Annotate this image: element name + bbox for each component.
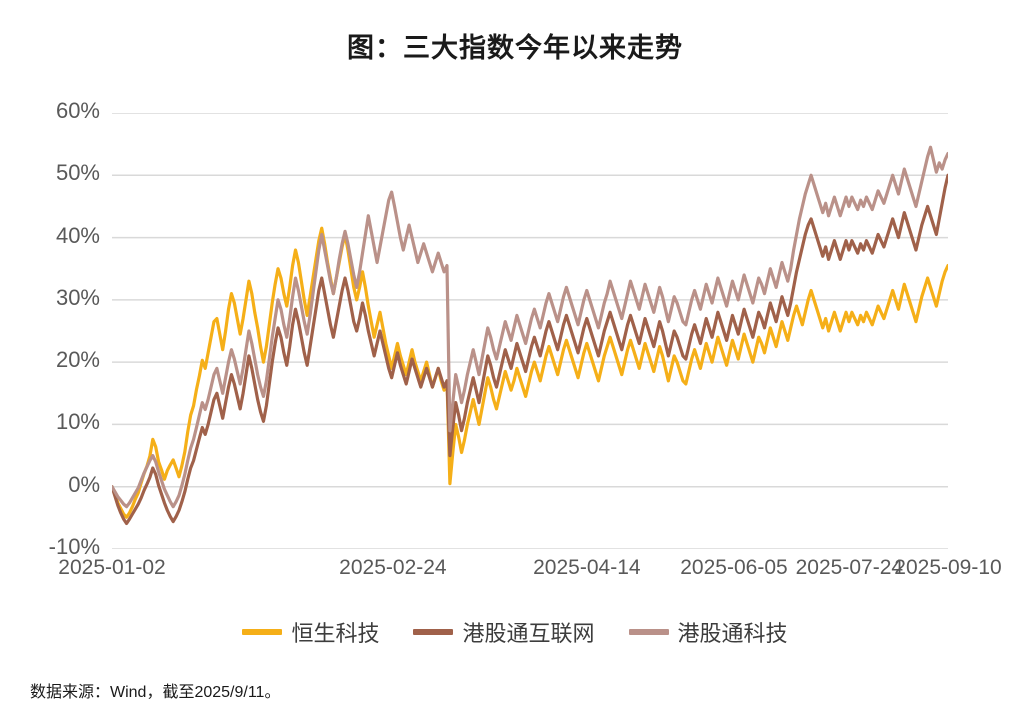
legend-label: 港股通科技 (677, 621, 788, 646)
plot-area (112, 113, 948, 549)
y-axis-tick-label: 10% (55, 409, 100, 435)
legend-item[interactable]: 恒生科技 (242, 616, 379, 648)
x-axis-tick-label: 2025-02-24 (339, 556, 447, 579)
legend-color-swatch (242, 629, 283, 635)
series-line (112, 175, 948, 523)
series-line (112, 228, 948, 517)
x-axis-tick-label: 2025-01-02 (58, 556, 166, 579)
source-note: 数据来源：Wind，截至2025/9/11。 (30, 684, 281, 701)
series-line (112, 147, 948, 506)
x-axis-tick-label: 2025-04-14 (533, 556, 641, 579)
legend-item[interactable]: 港股通互联网 (413, 616, 595, 648)
legend-label: 港股通互联网 (462, 621, 595, 646)
legend-item[interactable]: 港股通科技 (628, 616, 788, 648)
y-axis-tick-label: 0% (68, 471, 100, 497)
x-axis-tick-label: 2025-09-10 (894, 556, 1002, 579)
x-axis-tick-label: 2025-06-05 (680, 556, 788, 579)
y-axis-tick-label: 30% (55, 284, 100, 310)
y-axis-tick-label: -10% (48, 534, 100, 559)
y-axis-tick-label: 50% (55, 160, 100, 186)
y-axis-tick-label: 40% (55, 222, 100, 248)
legend-color-swatch (628, 629, 669, 635)
chart-title: 图：三大指数今年以来走势 (347, 33, 683, 63)
y-axis-tick-label: 60% (55, 98, 100, 123)
y-axis-tick-label: 20% (55, 347, 100, 373)
x-axis-tick-label: 2025-07-24 (795, 556, 904, 579)
legend-color-swatch (413, 629, 454, 635)
series-lines (112, 113, 948, 549)
legend-label: 恒生科技 (291, 621, 380, 646)
chart-legend: 恒生科技 港股通互联网 港股通科技 (0, 616, 1030, 648)
